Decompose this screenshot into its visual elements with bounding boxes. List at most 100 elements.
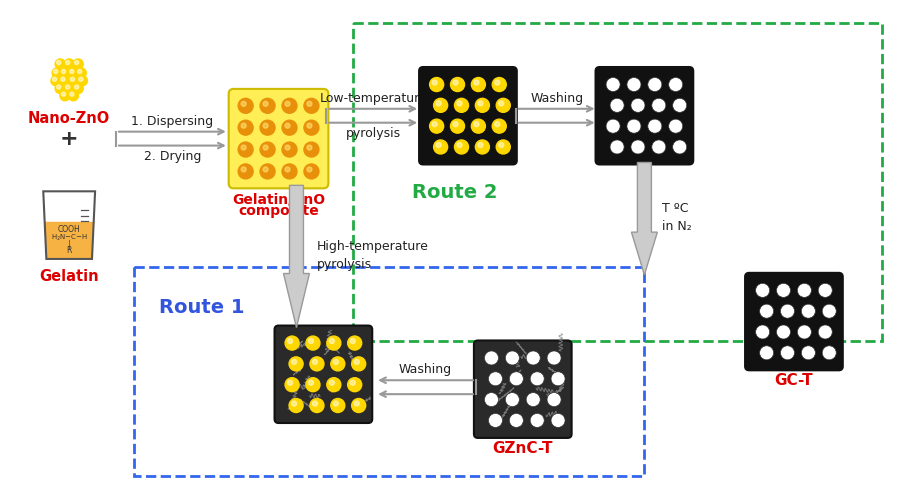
Circle shape <box>331 357 345 371</box>
Circle shape <box>263 101 268 106</box>
Circle shape <box>777 284 790 297</box>
Circle shape <box>352 357 365 371</box>
Circle shape <box>306 336 320 350</box>
Circle shape <box>73 83 83 93</box>
Circle shape <box>484 393 499 407</box>
Circle shape <box>551 413 565 427</box>
Text: Gelatin: Gelatin <box>40 269 99 284</box>
Circle shape <box>551 372 565 386</box>
Circle shape <box>77 76 87 86</box>
Circle shape <box>282 142 297 157</box>
Circle shape <box>797 284 812 297</box>
Circle shape <box>75 85 78 89</box>
Circle shape <box>66 60 70 65</box>
Circle shape <box>350 338 356 344</box>
Circle shape <box>238 164 253 179</box>
Text: Low-temperature: Low-temperature <box>320 92 428 105</box>
Circle shape <box>473 80 479 85</box>
Circle shape <box>756 284 770 297</box>
Text: pyrolysis: pyrolysis <box>317 258 372 271</box>
Circle shape <box>492 119 507 133</box>
Circle shape <box>260 142 275 157</box>
Circle shape <box>495 80 500 85</box>
Circle shape <box>241 101 246 106</box>
Circle shape <box>64 59 75 69</box>
Circle shape <box>304 120 319 135</box>
Circle shape <box>60 68 70 78</box>
Circle shape <box>818 325 832 339</box>
Circle shape <box>453 80 458 85</box>
Circle shape <box>289 357 303 371</box>
Circle shape <box>73 59 83 69</box>
Circle shape <box>475 98 490 112</box>
Text: +: + <box>60 128 78 149</box>
Circle shape <box>292 401 297 406</box>
Circle shape <box>238 98 253 113</box>
Circle shape <box>530 372 544 386</box>
Circle shape <box>77 69 82 74</box>
Circle shape <box>547 351 561 365</box>
Circle shape <box>52 77 57 82</box>
Circle shape <box>457 142 462 148</box>
Text: Washing: Washing <box>530 92 583 105</box>
Polygon shape <box>284 185 310 328</box>
Circle shape <box>59 76 69 86</box>
Circle shape <box>333 359 338 365</box>
Circle shape <box>238 142 253 157</box>
Circle shape <box>306 378 320 392</box>
Circle shape <box>68 90 78 101</box>
Circle shape <box>238 120 253 135</box>
Circle shape <box>60 90 70 101</box>
Circle shape <box>472 78 485 91</box>
Circle shape <box>505 393 519 407</box>
Text: Gelatin/ZnO: Gelatin/ZnO <box>232 192 325 206</box>
FancyBboxPatch shape <box>474 340 572 438</box>
Circle shape <box>241 145 246 150</box>
Circle shape <box>606 78 620 91</box>
FancyBboxPatch shape <box>596 67 693 165</box>
Circle shape <box>352 399 365 412</box>
Circle shape <box>260 120 275 135</box>
Circle shape <box>285 145 290 150</box>
Circle shape <box>347 336 362 350</box>
Circle shape <box>509 413 523 427</box>
Circle shape <box>526 393 540 407</box>
Circle shape <box>432 122 437 126</box>
Circle shape <box>347 378 362 392</box>
Circle shape <box>457 101 462 106</box>
Circle shape <box>547 393 561 407</box>
FancyBboxPatch shape <box>419 67 517 165</box>
Circle shape <box>499 142 504 148</box>
Text: in N₂: in N₂ <box>662 220 692 233</box>
Circle shape <box>354 359 359 365</box>
Circle shape <box>436 142 441 148</box>
Circle shape <box>648 119 662 133</box>
Circle shape <box>287 380 292 385</box>
Circle shape <box>648 78 662 91</box>
Circle shape <box>478 142 483 148</box>
Circle shape <box>51 76 61 86</box>
Circle shape <box>496 140 510 154</box>
Circle shape <box>61 92 66 96</box>
Circle shape <box>606 119 620 133</box>
Circle shape <box>451 119 464 133</box>
Circle shape <box>57 85 61 89</box>
Circle shape <box>610 98 624 112</box>
Circle shape <box>57 60 61 65</box>
Circle shape <box>652 140 666 154</box>
Circle shape <box>61 77 65 82</box>
Circle shape <box>331 399 345 412</box>
Circle shape <box>492 78 507 91</box>
Circle shape <box>285 378 299 392</box>
Circle shape <box>75 60 78 65</box>
Circle shape <box>801 304 815 318</box>
Text: R: R <box>67 246 72 255</box>
Circle shape <box>66 85 70 89</box>
Circle shape <box>350 380 356 385</box>
Circle shape <box>669 78 683 91</box>
Circle shape <box>473 122 479 126</box>
Text: T ºC: T ºC <box>662 202 688 215</box>
Circle shape <box>307 101 312 106</box>
Circle shape <box>54 69 58 74</box>
FancyBboxPatch shape <box>745 273 842 370</box>
